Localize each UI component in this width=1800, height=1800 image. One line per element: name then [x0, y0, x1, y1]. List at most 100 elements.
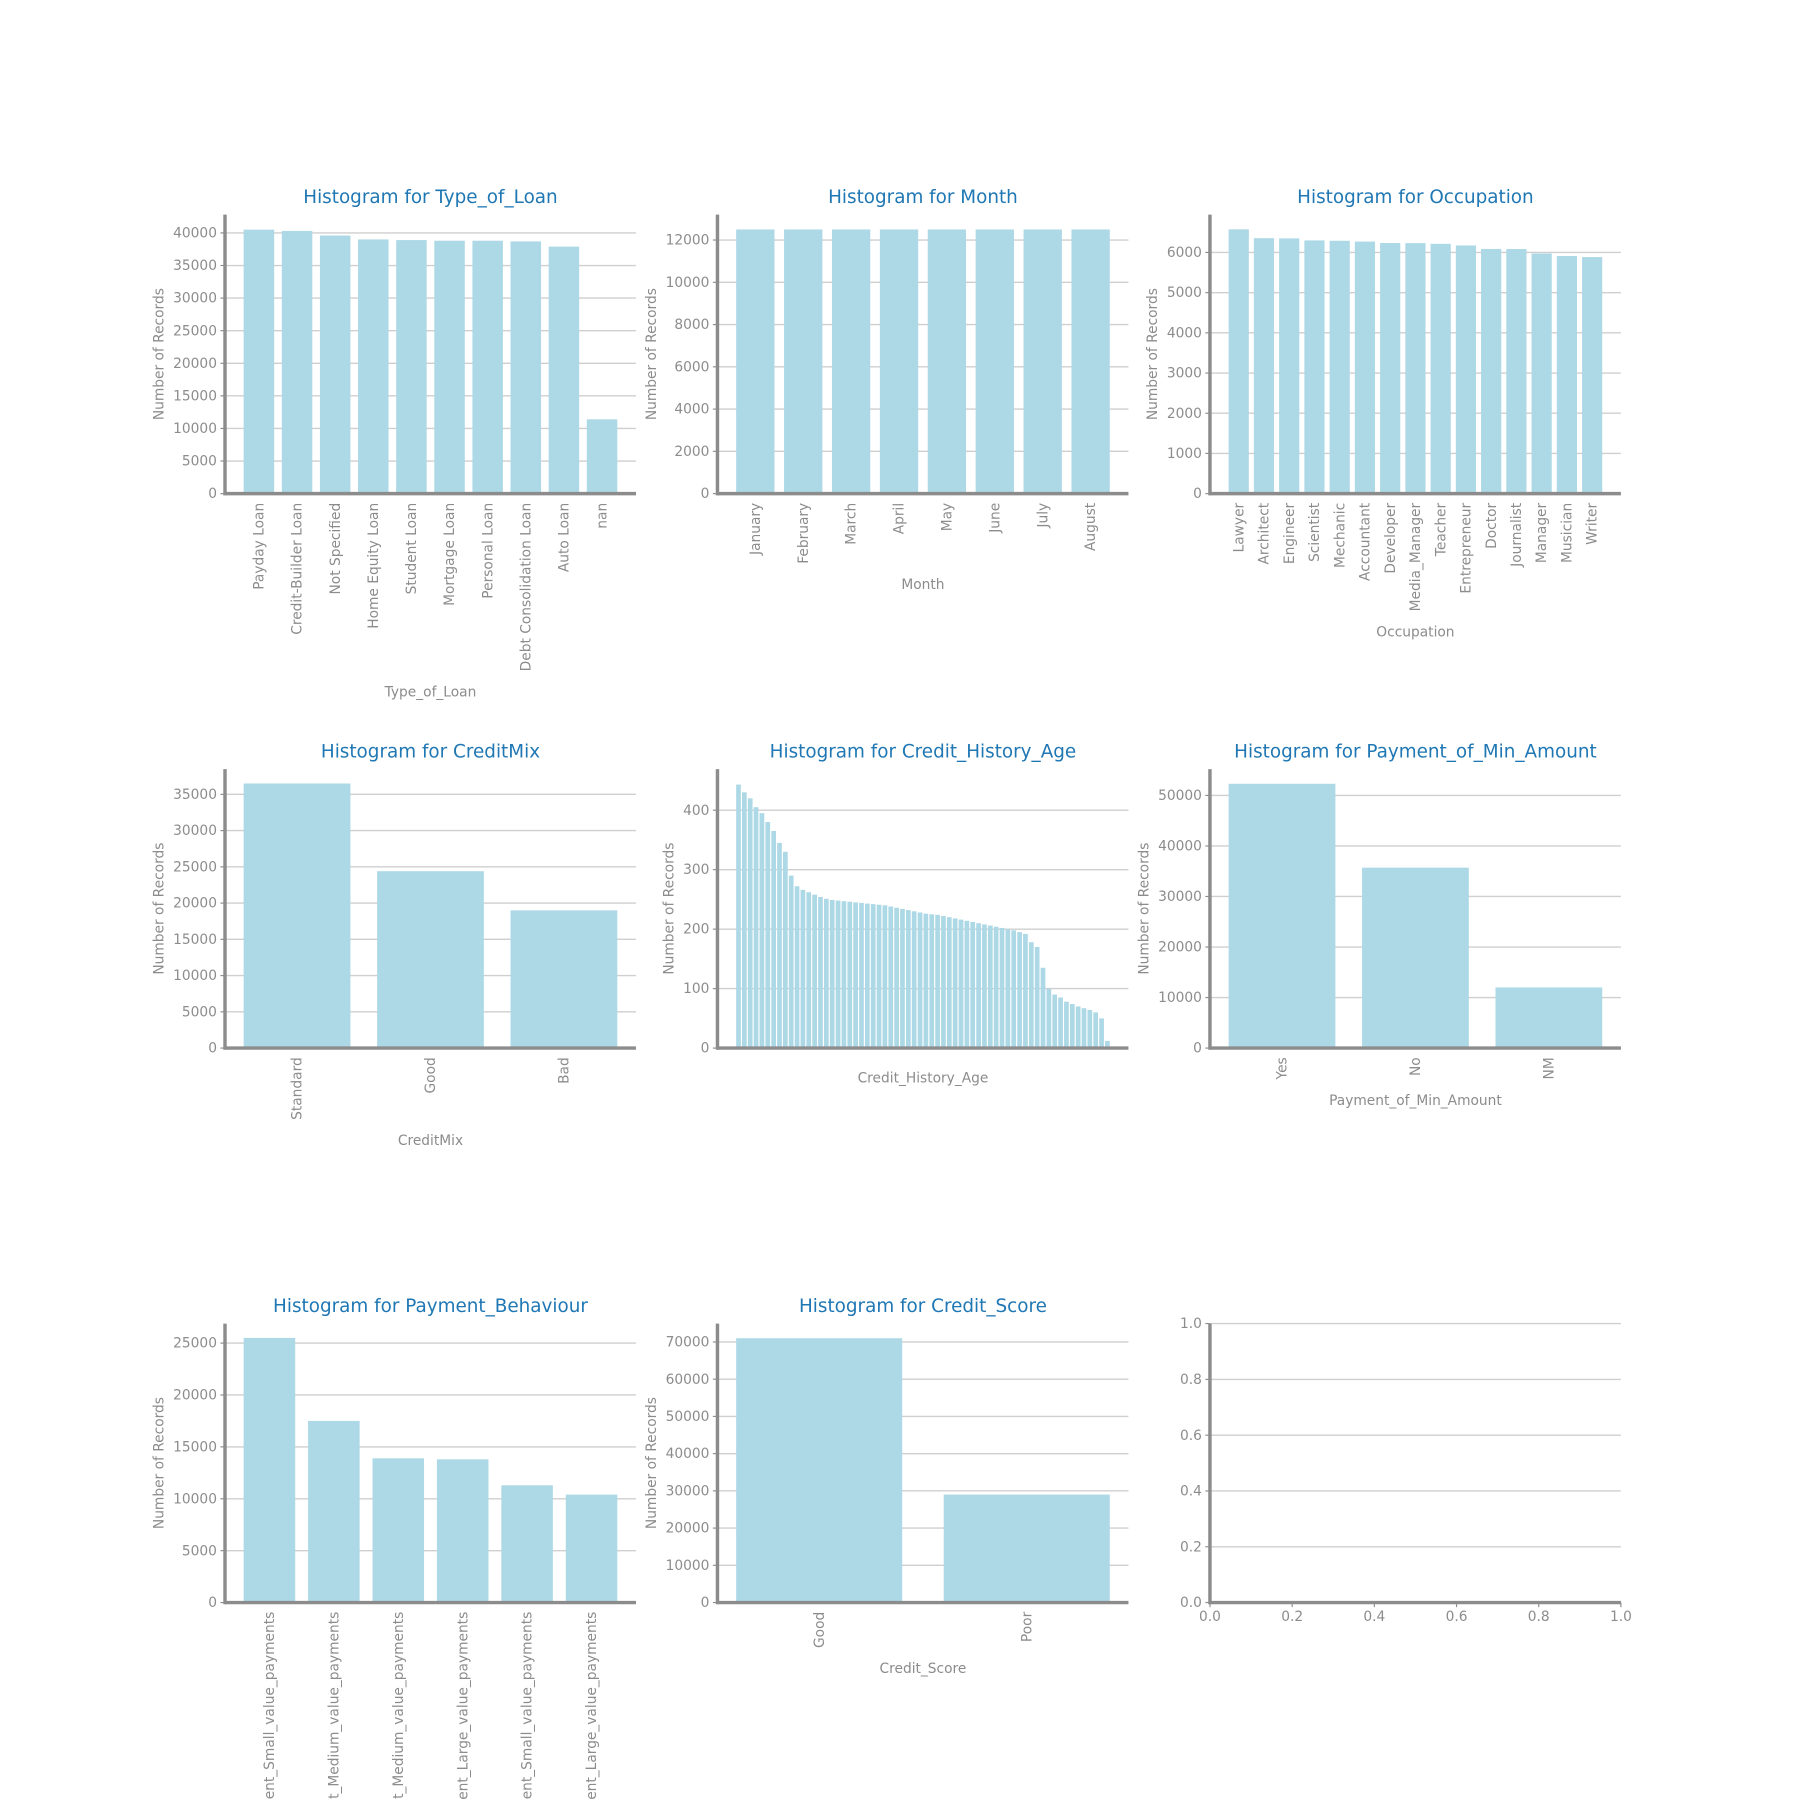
bar: [1064, 1001, 1069, 1049]
bar: [864, 903, 870, 1049]
bar: [243, 229, 275, 494]
bar: [911, 911, 917, 1049]
bar: [952, 918, 958, 1049]
y-tick-label: 2000: [1167, 406, 1202, 422]
y-tick-label: 20000: [173, 1388, 217, 1404]
x-tick-label: Poor: [1019, 1611, 1035, 1642]
bar: [1495, 987, 1603, 1049]
y-tick-label: 10000: [173, 421, 217, 437]
bar: [759, 813, 765, 1049]
x-tick-label: Auto Loan: [557, 503, 573, 572]
x-tick-label: 0.8: [1528, 1609, 1550, 1625]
y-tick-label: 10000: [666, 1558, 710, 1574]
bar: [1052, 994, 1058, 1049]
y-tick-label: 10000: [173, 968, 217, 984]
bar: [736, 229, 775, 494]
y-tick-label: 10000: [173, 1491, 217, 1507]
bar: [987, 925, 993, 1049]
y-tick-label: 2000: [674, 444, 709, 460]
bar: [319, 235, 351, 494]
y-tick-label: 3000: [1167, 366, 1202, 382]
bar: [777, 842, 782, 1049]
x-tick-label: Student Loan: [404, 503, 420, 595]
x-tick-label: NM: [1541, 1057, 1557, 1079]
bar: [548, 246, 580, 494]
y-tick-label: 30000: [1158, 889, 1202, 905]
x-axis-label: Month: [901, 577, 944, 593]
y-tick-label: 5000: [1167, 285, 1202, 301]
x-tick-label: Developer: [1383, 502, 1399, 573]
chart-title: Histogram for Occupation: [1297, 187, 1534, 208]
x-tick-label: Mechanic: [1332, 503, 1348, 568]
bar: [1481, 248, 1502, 494]
bar: [1028, 942, 1034, 1049]
bar: [1105, 1040, 1110, 1049]
bar: [1087, 1010, 1093, 1049]
bar: [929, 914, 935, 1049]
x-tick-label: Debt Consolidation Loan: [518, 503, 534, 672]
bar: [1362, 867, 1469, 1049]
x-tick-label: Lawyer: [1231, 502, 1247, 552]
x-tick-label: Musician: [1559, 503, 1575, 563]
bar: [396, 240, 427, 494]
y-tick-label: 0: [208, 486, 217, 502]
bar: [847, 901, 853, 1049]
bar: [1017, 932, 1022, 1049]
bar: [859, 902, 864, 1049]
x-tick-label: Home Equity Loan: [366, 503, 382, 629]
y-tick-label: 100: [683, 981, 709, 997]
x-tick-label: Scientist: [1307, 502, 1323, 562]
y-tick-label: 0.0: [1180, 1595, 1202, 1611]
x-tick-label: Bad: [557, 1057, 573, 1084]
y-tick-label: 15000: [173, 388, 217, 404]
bar: [1058, 997, 1063, 1049]
bar: [823, 898, 829, 1049]
bar: [1253, 238, 1275, 494]
bar: [982, 924, 987, 1049]
bar: [742, 792, 747, 1049]
y-axis-label: Number of Records: [152, 843, 168, 975]
x-tick-label: July: [1035, 503, 1051, 529]
y-tick-label: 1.0: [1180, 1316, 1202, 1332]
y-tick-label: 0: [208, 1041, 217, 1057]
bar: [975, 229, 1014, 494]
y-tick-label: 5000: [182, 454, 217, 470]
x-tick-label: 0.2: [1281, 1609, 1303, 1625]
y-tick-label: 15000: [173, 1439, 217, 1455]
bar: [510, 910, 618, 1049]
y-tick-label: 0: [1193, 486, 1202, 502]
x-axis-label: Credit_Score: [880, 1661, 967, 1677]
bar: [1005, 929, 1011, 1049]
y-tick-label: 0.6: [1180, 1428, 1202, 1444]
x-tick-label: 0.6: [1446, 1609, 1468, 1625]
y-tick-label: 300: [683, 862, 709, 878]
bar: [1081, 1008, 1087, 1049]
bar: [1011, 930, 1017, 1049]
y-tick-label: 5000: [182, 1004, 217, 1020]
bar: [1506, 249, 1527, 494]
bar: [1069, 1004, 1075, 1049]
y-tick-label: 0: [208, 1595, 217, 1611]
bar: [1099, 1018, 1104, 1049]
x-tick-label: Media_Manager: [1408, 502, 1424, 611]
x-tick-label: nan: [595, 503, 611, 529]
bar: [841, 901, 847, 1049]
bar: [1075, 1006, 1081, 1049]
bar: [1093, 1012, 1099, 1049]
bar: [281, 230, 313, 494]
y-axis-label: Number of Records: [1145, 288, 1161, 420]
bar: [372, 1458, 425, 1603]
y-tick-label: 0.4: [1180, 1484, 1202, 1500]
y-axis-label: Number of Records: [152, 1397, 168, 1529]
bar: [900, 908, 905, 1049]
x-tick-label: Good: [812, 1612, 828, 1648]
x-tick-label: Credit-Builder Loan: [290, 503, 306, 635]
chart-title: Histogram for Type_of_Loan: [303, 187, 557, 208]
x-tick-label: Low_spent_Medium_value_payments: [391, 1612, 407, 1800]
x-tick-label: Personal Loan: [480, 503, 496, 599]
bar: [747, 798, 753, 1049]
x-tick-label: August: [1083, 502, 1099, 551]
bar: [1405, 243, 1426, 494]
bar: [888, 906, 894, 1049]
